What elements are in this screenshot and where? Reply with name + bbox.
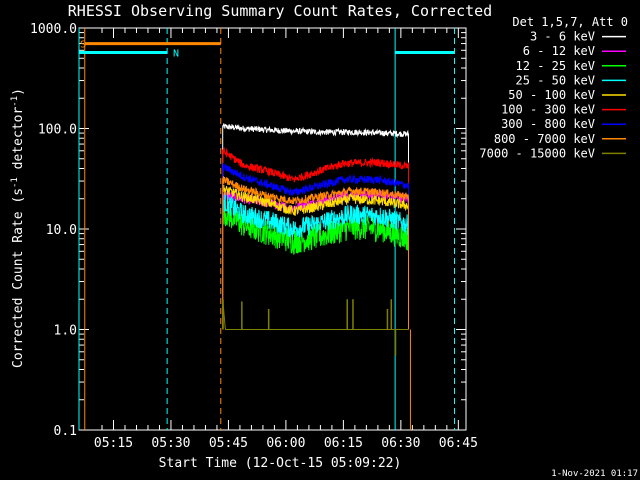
legend-label-7: 300 - 800 keV — [501, 117, 595, 131]
y-tick-label: 100.0 — [38, 123, 77, 138]
y-tick-label: 0.1 — [54, 424, 77, 439]
series-line-3 — [222, 201, 409, 330]
y-axis-label-mid: detector — [11, 107, 26, 178]
legend-title: Det 1,5,7, Att 0 — [512, 15, 628, 29]
y-axis-label-exp1: -1 — [10, 177, 20, 188]
series-line-9 — [222, 299, 409, 330]
y-axis-label-exp2: -1 — [10, 96, 20, 107]
y-tick-label: 1000.0 — [30, 22, 77, 37]
series-line-7 — [222, 162, 409, 330]
x-tick-label: 05:30 — [151, 436, 190, 451]
y-tick-label: 1.0 — [54, 324, 77, 339]
legend-label-3: 12 - 25 keV — [516, 59, 595, 73]
night-label: N — [173, 49, 179, 60]
x-tick-label: 05:15 — [94, 436, 133, 451]
x-tick-label: 05:45 — [209, 436, 248, 451]
x-tick-label: 06:45 — [439, 436, 478, 451]
y-tick-label: 10.0 — [46, 223, 77, 238]
legend-label-5: 50 - 100 keV — [508, 88, 595, 102]
chart-title: RHESSI Observing Summary Count Rates, Co… — [68, 2, 492, 20]
x-tick-label: 06:30 — [381, 436, 420, 451]
series-line-5 — [222, 184, 409, 330]
x-axis-label: Start Time (12-Oct-15 05:09:22) — [159, 456, 402, 471]
y-axis-label-end: ) — [11, 88, 26, 96]
legend-label-4: 25 - 50 keV — [516, 73, 595, 87]
series-line-6 — [222, 146, 409, 330]
legend-label-8: 800 - 7000 keV — [494, 132, 595, 146]
x-tick-label: 06:00 — [266, 436, 305, 451]
footer-date: 1-Nov-2021 01:17 — [551, 469, 638, 479]
x-tick-label: 06:15 — [324, 436, 363, 451]
legend-label-6: 100 - 300 keV — [501, 103, 595, 117]
saa-label: S — [80, 40, 86, 51]
series-line-1 — [222, 123, 409, 330]
legend-label-2: 6 - 12 keV — [523, 44, 595, 58]
y-axis-label: Corrected Count Rate (s-1 detector-1) — [10, 88, 26, 368]
series-line-4 — [222, 193, 409, 330]
legend-label-9: 7000 - 15000 keV — [479, 146, 595, 160]
plot-layer: 0.1 1.0 10.0 100.0 1000.0 05:15 05:30 05:45 06:0… — [30, 22, 478, 451]
y-axis-label-main: Corrected Count Rate (s — [11, 188, 26, 368]
series-line-8 — [222, 176, 409, 330]
legend-label-1: 3 - 6 keV — [530, 30, 595, 44]
